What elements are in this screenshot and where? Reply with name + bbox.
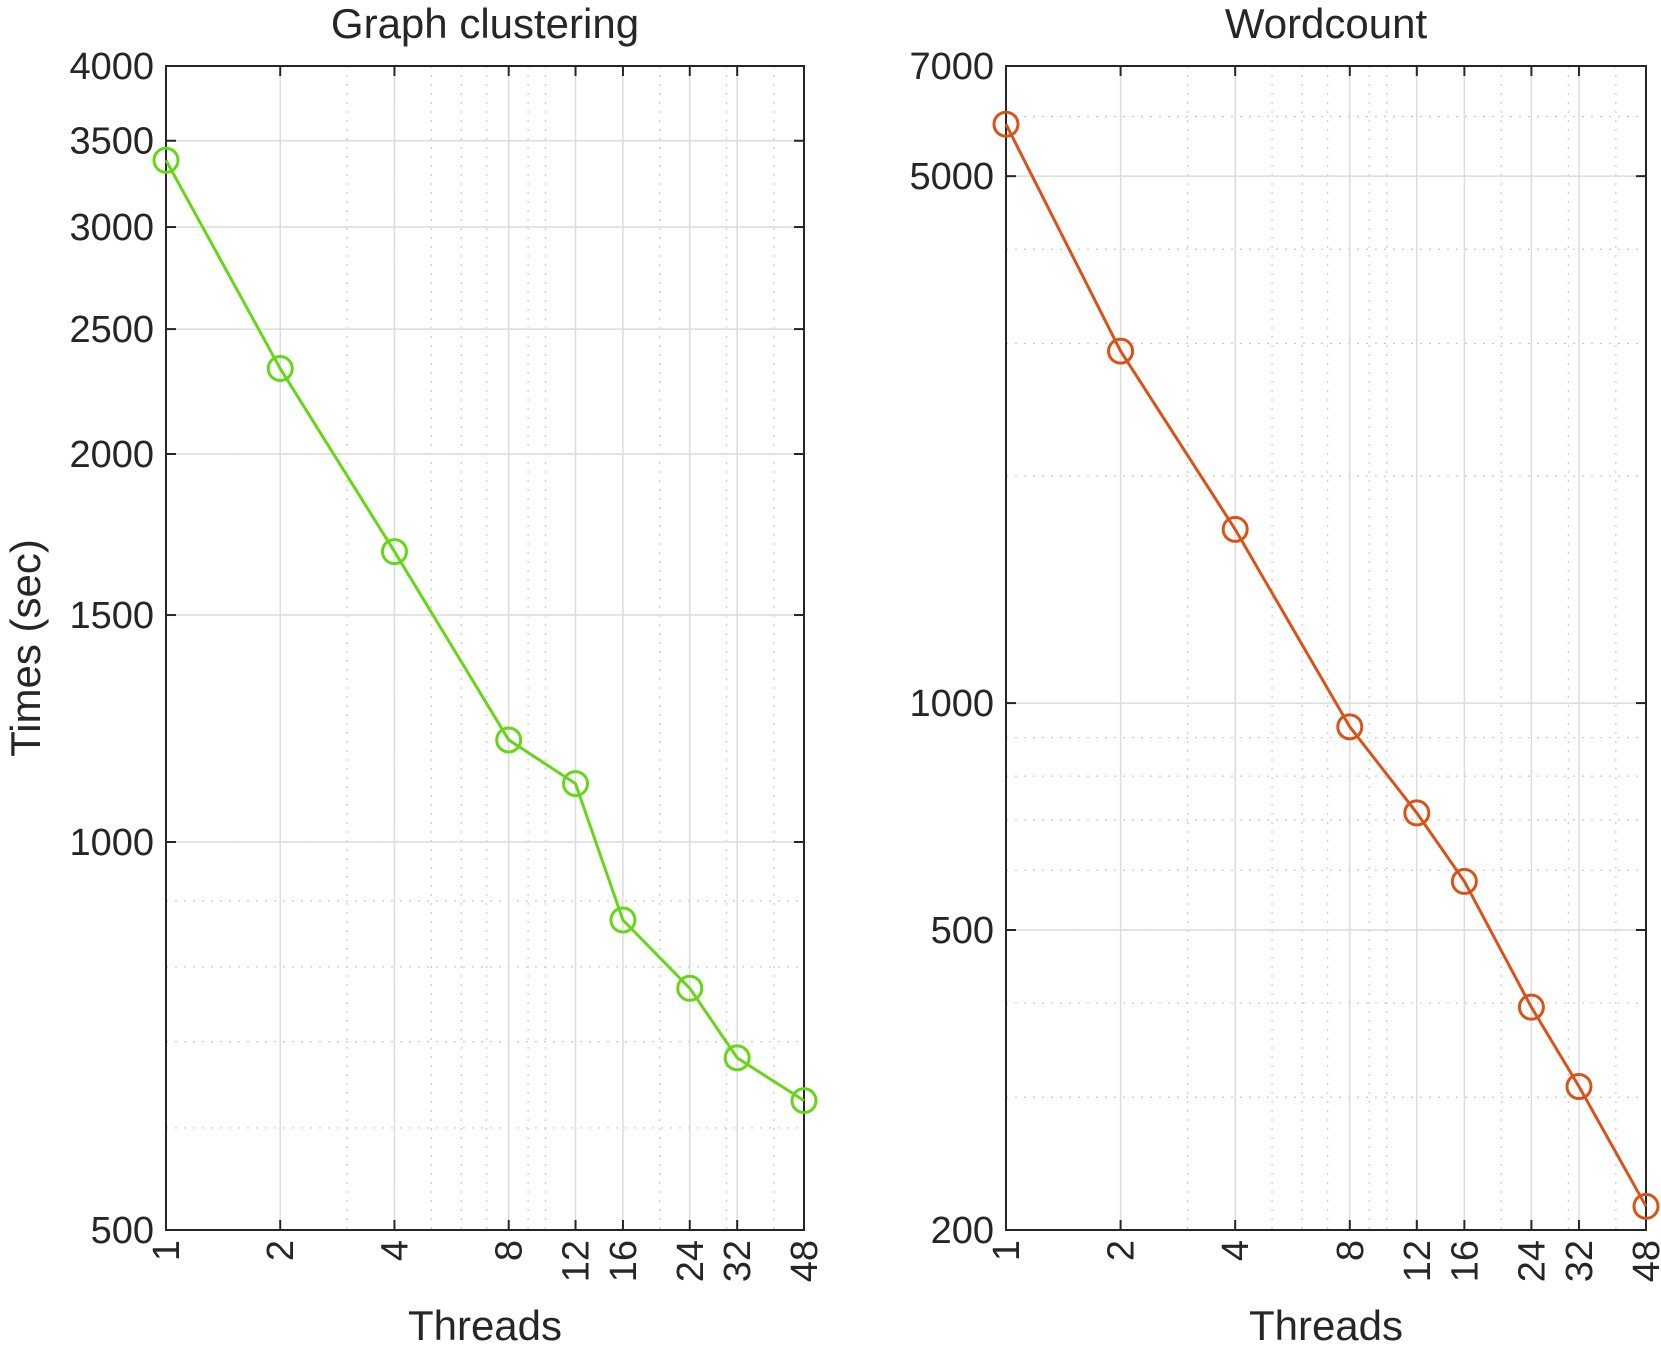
y-tick-label: 500 — [931, 910, 994, 952]
y-tick-label: 200 — [931, 1210, 994, 1252]
y-tick-label: 7000 — [909, 46, 994, 88]
series-line — [1004, 123, 1648, 1208]
y-tick-label: 4000 — [69, 46, 154, 88]
x-tick-label: 8 — [489, 1240, 531, 1261]
data-point — [1565, 1073, 1593, 1101]
y-axis-label: Times (sec) — [2, 539, 49, 757]
data-point — [1632, 1192, 1660, 1220]
x-tick-label: 32 — [1559, 1240, 1601, 1282]
series-line — [164, 159, 805, 1102]
x-tick-label: 16 — [603, 1240, 645, 1282]
y-tick-label: 1000 — [909, 683, 994, 725]
x-axis-label: Threads — [408, 1302, 562, 1348]
series-0 — [152, 146, 818, 1115]
data-point — [380, 538, 408, 566]
axes-box — [1005, 65, 1647, 1231]
plot-area — [166, 66, 804, 1230]
wordcount-panel: 1 2 4 8 12 16 24 32 48200500100050007000Wordcoun… — [909, 0, 1661, 1349]
y-tick-label: 2000 — [69, 434, 154, 476]
chart-title: Wordcount — [1225, 0, 1428, 47]
x-tick-label: 32 — [717, 1240, 759, 1282]
data-point — [790, 1087, 818, 1115]
data-point — [1450, 867, 1478, 895]
data-point — [495, 726, 523, 754]
y-tick-label: 2500 — [69, 309, 154, 351]
y-tick-label: 500 — [91, 1210, 154, 1252]
x-axis-label: Threads — [1249, 1302, 1403, 1348]
data-point — [1107, 337, 1135, 365]
data-point — [1221, 515, 1249, 543]
x-tick-label: 24 — [1511, 1240, 1553, 1282]
x-tick-label: 12 — [1397, 1240, 1439, 1282]
x-tick-label: 8 — [1330, 1240, 1372, 1261]
x-tick-label: 2 — [260, 1240, 302, 1261]
data-point — [1336, 713, 1364, 741]
x-tick-label: 4 — [1215, 1240, 1257, 1261]
x-tick-label: 12 — [556, 1240, 598, 1282]
x-tick-label: 24 — [670, 1240, 712, 1282]
data-point — [562, 770, 590, 798]
data-point — [992, 110, 1020, 138]
x-tick-label: 48 — [1626, 1240, 1661, 1282]
y-tick-label: 3000 — [69, 207, 154, 249]
y-tick-label: 5000 — [909, 156, 994, 198]
data-point — [1517, 993, 1545, 1021]
plot-area — [1006, 66, 1646, 1230]
chart-title: Graph clustering — [331, 0, 639, 47]
x-tick-label: 48 — [784, 1240, 826, 1282]
x-tick-label: 16 — [1444, 1240, 1486, 1282]
data-point — [609, 906, 637, 934]
x-tick-label: 2 — [1101, 1240, 1143, 1261]
axes-box — [165, 65, 805, 1231]
ticks — [165, 65, 805, 1231]
x-tick-label: 4 — [374, 1240, 416, 1261]
y-tick-label: 1500 — [69, 595, 154, 637]
x-tick-label: 1 — [986, 1240, 1028, 1261]
series-0 — [992, 110, 1660, 1220]
data-point — [676, 974, 704, 1002]
data-point — [1403, 799, 1431, 827]
x-tick-label: 1 — [146, 1240, 188, 1261]
data-point — [266, 355, 294, 383]
data-point — [152, 146, 180, 174]
ticks — [1005, 65, 1647, 1231]
data-point — [723, 1044, 751, 1072]
graph-clustering-panel: 1 2 4 8 12 16 24 32 4850010001500200025003000350… — [2, 0, 826, 1349]
y-tick-label: 3500 — [69, 121, 154, 163]
y-tick-label: 1000 — [69, 822, 154, 864]
